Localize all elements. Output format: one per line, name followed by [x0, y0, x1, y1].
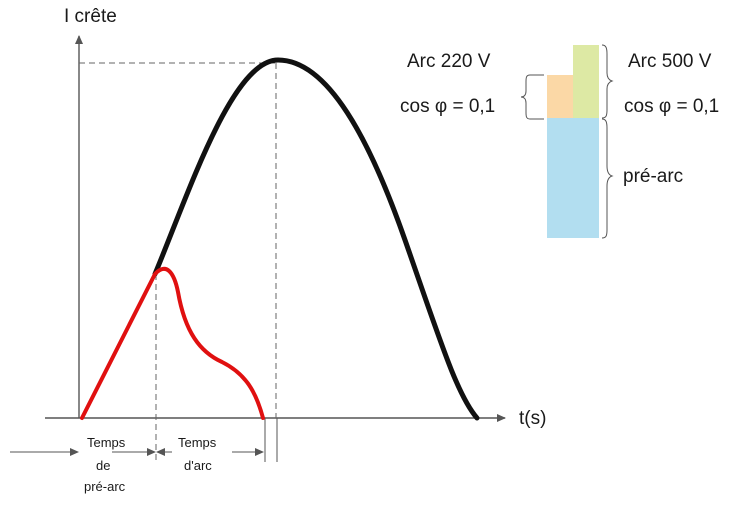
cos-phi-left-label: cos φ = 0,1: [400, 96, 495, 117]
pre-arc-brace: [601, 118, 614, 239]
arc-500-brace: [601, 44, 614, 119]
y-axis-label: I crête: [64, 6, 117, 27]
arc-220-label: Arc 220 V: [407, 51, 491, 72]
arc-220-brace: [520, 74, 544, 120]
prospective-current-curve: [152, 57, 480, 421]
limited-current-curve: [80, 266, 265, 420]
arc-220-bar: [547, 75, 573, 118]
temps-prearc-line3: pré-arc: [84, 479, 126, 494]
arc-500-bar: [573, 45, 599, 118]
x-axis-label: t(s): [519, 408, 546, 429]
temps-prearc-line1: Temps: [87, 435, 126, 450]
temps-arc-line2: d'arc: [184, 458, 212, 473]
temps-arc-line1: Temps: [178, 435, 217, 450]
temps-prearc-line2: de: [96, 458, 110, 473]
pre-arc-label: pré-arc: [623, 166, 683, 187]
pre-arc-bar: [547, 118, 599, 238]
cos-phi-right-label: cos φ = 0,1: [624, 96, 719, 117]
arc-500-label: Arc 500 V: [628, 51, 712, 72]
